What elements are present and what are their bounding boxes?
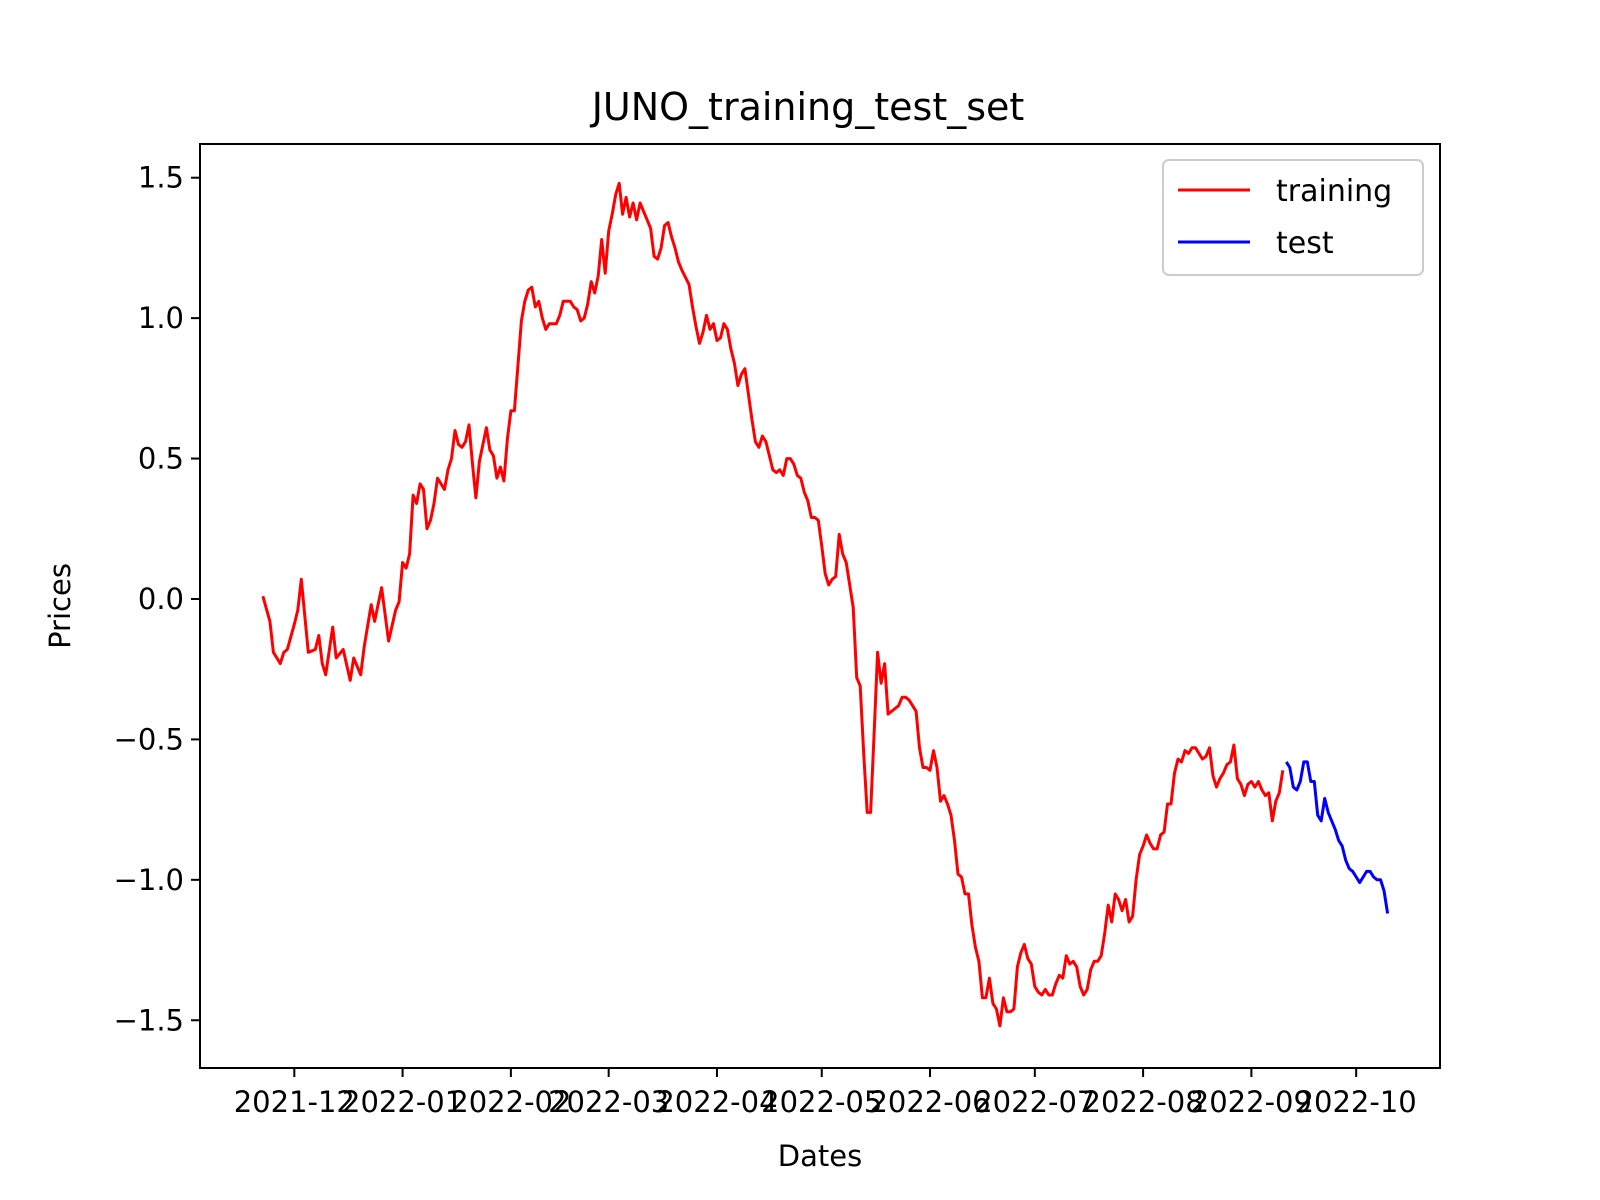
x-axis: 2021-122022-012022-022022-032022-042022-… xyxy=(234,1068,1417,1119)
x-tick-label: 2022-08 xyxy=(1083,1085,1204,1119)
chart-title: JUNO_training_test_set xyxy=(590,85,1025,129)
x-tick-label: 2022-10 xyxy=(1296,1085,1417,1119)
series-layer xyxy=(261,181,1390,1028)
y-tick-label: −1.5 xyxy=(114,1003,184,1037)
y-axis: −1.5 −1.0 −0.5 0.0 0.5 1.0 1.5 xyxy=(114,161,200,1037)
series-line-training xyxy=(261,181,1285,1028)
x-tick-label: 2022-01 xyxy=(342,1085,463,1119)
x-tick-label: 2022-09 xyxy=(1191,1085,1312,1119)
x-tick-label: 2022-05 xyxy=(761,1085,882,1119)
x-axis-label: Dates xyxy=(778,1139,862,1173)
y-tick-label: −1.0 xyxy=(114,863,184,897)
x-tick-label: 2022-02 xyxy=(450,1085,571,1119)
y-tick-label: 1.5 xyxy=(138,161,184,195)
x-tick-label: 2022-06 xyxy=(869,1085,990,1119)
plot-frame xyxy=(199,143,1441,1069)
y-tick-label: −0.5 xyxy=(114,722,184,756)
x-tick-label: 2022-04 xyxy=(656,1085,777,1119)
plot-area xyxy=(200,144,1440,1068)
x-tick-label: 2022-03 xyxy=(548,1085,669,1119)
y-tick-label: 0.0 xyxy=(138,582,184,616)
y-tick-label: 0.5 xyxy=(138,442,184,476)
legend: training test xyxy=(1162,159,1424,276)
x-tick-label: 2021-12 xyxy=(234,1085,355,1119)
legend-label-test: test xyxy=(1276,226,1334,261)
x-tick-label: 2022-07 xyxy=(974,1085,1095,1119)
y-axis-label: Prices xyxy=(43,563,77,649)
y-tick-label: 1.0 xyxy=(138,301,184,335)
series-line-test xyxy=(1285,760,1390,914)
legend-label-training: training xyxy=(1276,174,1392,209)
